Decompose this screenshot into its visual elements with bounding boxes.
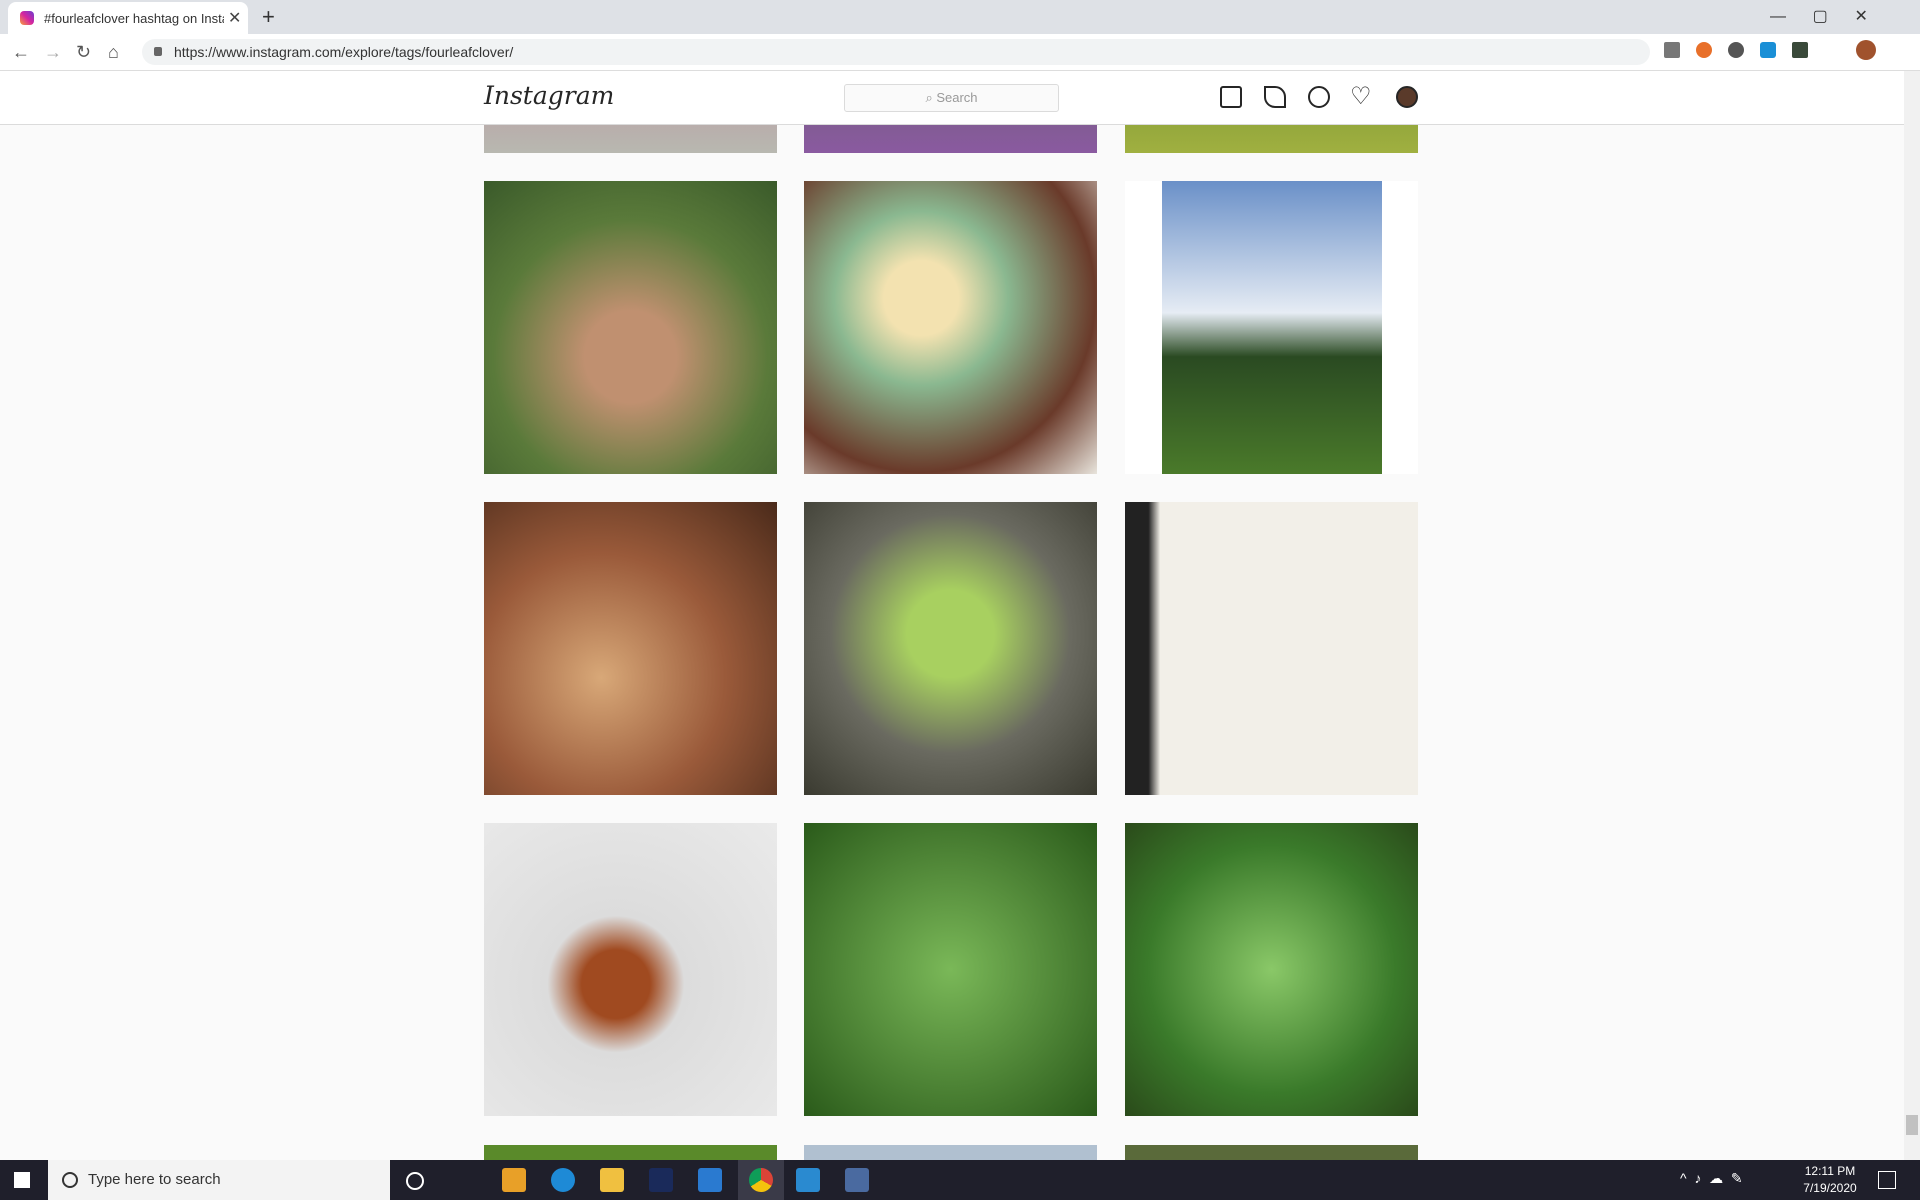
scrollbar-thumb[interactable] (1906, 1115, 1918, 1135)
post-thumbnail[interactable] (1125, 1145, 1418, 1160)
time: 12:11 PM (1804, 1164, 1856, 1178)
search-box[interactable]: ⌕ Search (844, 84, 1059, 112)
taskbar-active-app[interactable] (738, 1160, 784, 1200)
tab-title: #fourleafclover hashtag on Insta (44, 11, 224, 26)
taskbar-app[interactable] (796, 1168, 820, 1192)
post-thumbnail[interactable] (804, 181, 1097, 474)
profile-avatar[interactable] (1856, 40, 1876, 60)
back-button[interactable]: ← (12, 42, 30, 62)
lock-icon (154, 47, 162, 56)
post-thumbnail[interactable] (484, 823, 777, 1116)
taskbar-app[interactable] (551, 1168, 575, 1192)
direct-icon[interactable] (1264, 86, 1286, 108)
post-thumbnail[interactable] (1125, 823, 1418, 1116)
explore-icon[interactable] (1308, 86, 1330, 108)
address-bar-row: ← → ↻ ⌂ https://www.instagram.com/explor… (0, 34, 1920, 71)
search-icon (62, 1172, 78, 1188)
taskbar: Type here to search ^ ♪ ☁ ✎ 12:11 PM 7/1… (0, 1160, 1920, 1200)
extension-icon[interactable] (1696, 42, 1712, 58)
post-thumbnail[interactable] (804, 823, 1097, 1116)
home-button[interactable]: ⌂ (108, 42, 119, 62)
post-thumbnail[interactable] (804, 1145, 1097, 1160)
post-thumbnail[interactable] (484, 1145, 777, 1160)
taskbar-search[interactable]: Type here to search (48, 1160, 390, 1200)
post-thumbnail[interactable] (1125, 502, 1418, 795)
url-text: https://www.instagram.com/explore/tags/f… (174, 44, 514, 60)
date: 7/19/2020 (1803, 1181, 1857, 1195)
instagram-header: Instagram ⌕ Search ♡ (0, 71, 1904, 125)
clock[interactable]: 12:11 PM 7/19/2020 (1780, 1163, 1880, 1197)
reload-button[interactable]: ↻ (76, 42, 92, 62)
post-thumbnail[interactable] (1125, 181, 1418, 474)
tab-close[interactable]: ✕ (228, 10, 242, 27)
post-grid (0, 125, 1904, 1160)
profile-icon[interactable] (1396, 86, 1418, 108)
tab-favicon (20, 11, 34, 25)
post-thumbnail[interactable] (484, 502, 777, 795)
post-thumbnail[interactable] (1125, 125, 1418, 153)
taskbar-app[interactable] (698, 1168, 722, 1192)
extension-icon[interactable] (1728, 42, 1744, 58)
taskbar-app[interactable] (600, 1168, 624, 1192)
instagram-logo[interactable]: Instagram (484, 81, 615, 110)
taskbar-app[interactable] (845, 1168, 869, 1192)
post-thumbnail[interactable] (804, 502, 1097, 795)
post-thumbnail[interactable] (804, 125, 1097, 153)
search-placeholder: Search (936, 90, 978, 105)
tab-bar: #fourleafclover hashtag on Insta ✕ + — ▢… (0, 0, 1920, 34)
start-button[interactable] (14, 1172, 30, 1188)
cortana-button[interactable] (406, 1172, 424, 1190)
scrollbar[interactable] (1904, 71, 1920, 1160)
taskbar-app[interactable] (502, 1168, 526, 1192)
notifications-button[interactable] (1878, 1171, 1896, 1189)
url-bar[interactable]: https://www.instagram.com/explore/tags/f… (142, 39, 1650, 65)
system-tray[interactable]: ^ ♪ ☁ ✎ (1680, 1170, 1743, 1186)
post-thumbnail[interactable] (484, 125, 777, 153)
taskbar-search-placeholder: Type here to search (88, 1171, 221, 1188)
extension-icon[interactable] (1760, 42, 1776, 58)
post-thumbnail[interactable] (484, 181, 777, 474)
extension-icon[interactable] (1792, 42, 1808, 58)
home-icon[interactable] (1220, 86, 1242, 108)
browser-tab[interactable]: #fourleafclover hashtag on Insta ✕ (8, 2, 248, 34)
taskbar-app[interactable] (649, 1168, 673, 1192)
forward-button[interactable]: → (44, 42, 62, 62)
window-controls[interactable]: — ▢ ✕ (1770, 8, 1868, 25)
activity-icon[interactable]: ♡ (1350, 83, 1372, 110)
new-tab-button[interactable]: + (262, 4, 275, 29)
extension-icon[interactable] (1664, 42, 1680, 58)
